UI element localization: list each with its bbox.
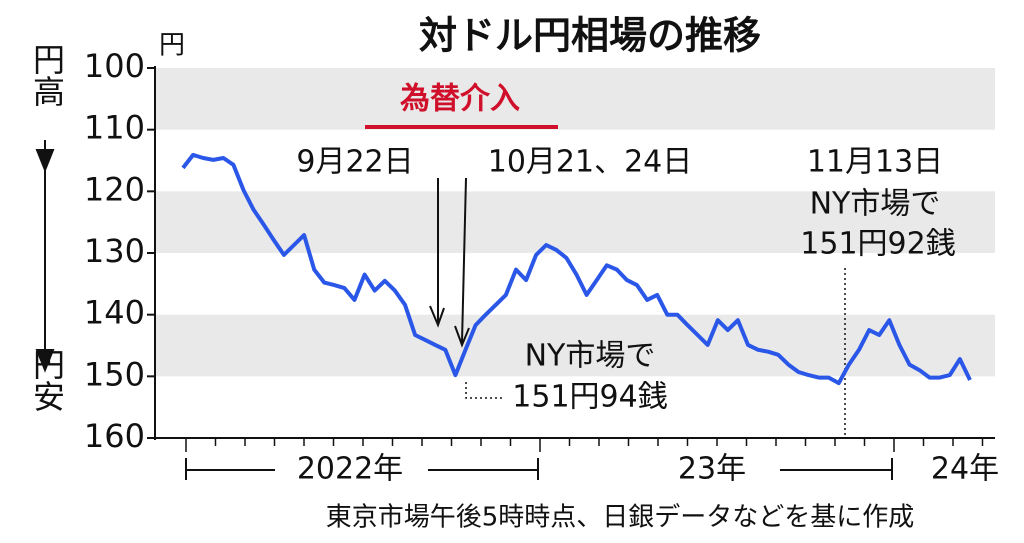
y-tick-label: 150: [84, 355, 145, 393]
y-tick-label: 120: [84, 170, 145, 208]
line: [181, 152, 972, 386]
arrow: [461, 177, 467, 343]
direction-arrow: [35, 140, 55, 373]
grid-band: [155, 314, 995, 377]
side-label: 円高: [28, 43, 66, 107]
annotation: 9月22日: [296, 145, 413, 180]
x-group-label: 24年: [931, 452, 999, 487]
y-unit: 円: [159, 31, 185, 61]
annotation: 151円94銭: [512, 380, 667, 415]
arrow-head: [429, 305, 445, 328]
decorations: [35, 66, 995, 480]
dotted-line: [465, 382, 502, 399]
y-tick-label: 160: [84, 417, 145, 455]
x-group-label: 23年: [678, 452, 746, 487]
annotation: 11月13日: [807, 145, 943, 180]
y-tick-label: 110: [84, 109, 145, 147]
annotation: 10月21、24日: [488, 145, 693, 180]
chart-title: 対ドル円相場の推移: [419, 14, 761, 58]
annotation: NY市場で: [525, 339, 656, 374]
annotation: 為替介入: [400, 82, 520, 117]
x-group-label: 2022年: [297, 452, 403, 487]
annotation: 151円92銭: [800, 227, 955, 262]
y-tick-label: 130: [84, 232, 145, 270]
y-tick-label: 140: [84, 294, 145, 332]
bands: [155, 68, 995, 377]
y-tick-label: 100: [84, 47, 145, 85]
arrow-head: [454, 325, 470, 348]
grid-band: [155, 68, 995, 130]
source: 東京市場午後5時時点、日銀データなどを基に作成: [326, 503, 915, 533]
side-label: 円安: [28, 348, 66, 412]
month-ticks: [185, 438, 984, 452]
annotation: NY市場で: [810, 187, 941, 222]
